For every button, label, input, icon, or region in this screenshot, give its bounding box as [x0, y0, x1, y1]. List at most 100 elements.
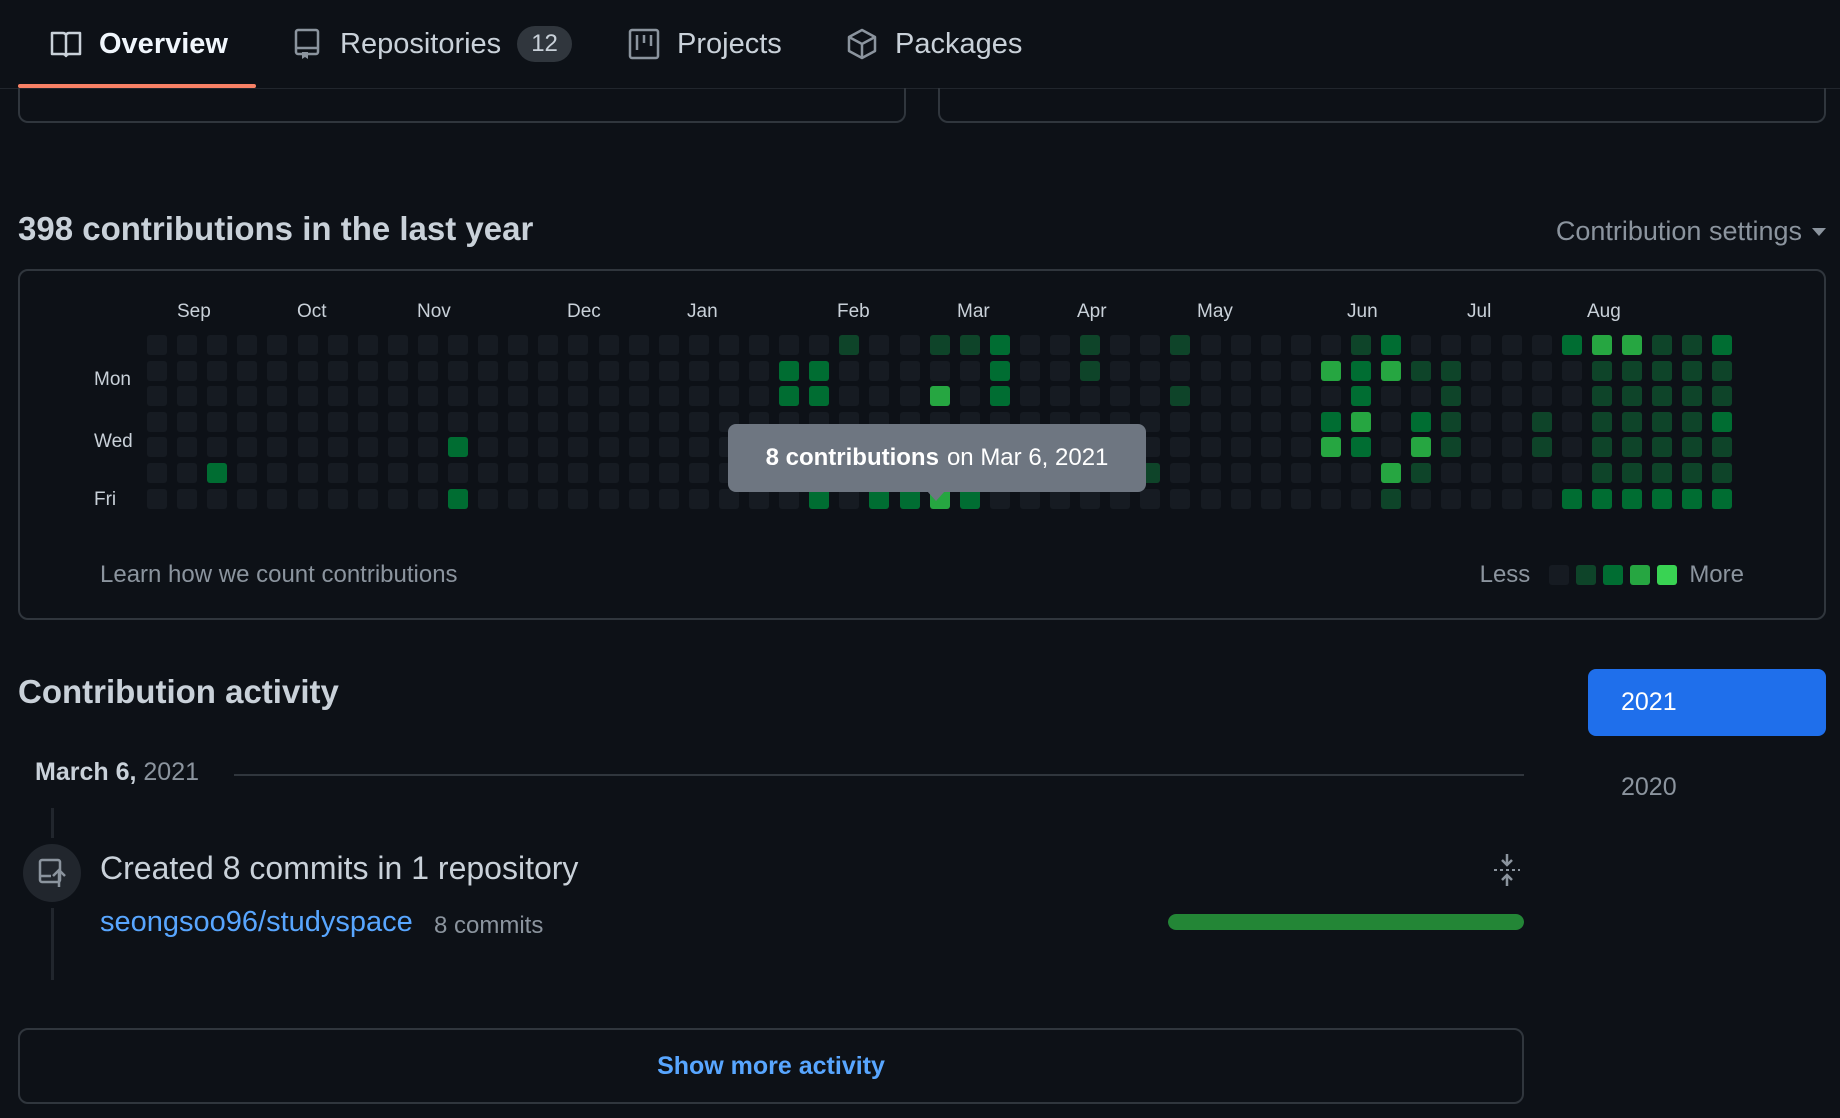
calendar-day-cell[interactable] — [869, 489, 889, 509]
calendar-day-cell[interactable] — [328, 489, 348, 509]
calendar-day-cell[interactable] — [418, 489, 438, 509]
calendar-day-cell[interactable] — [1201, 335, 1221, 355]
calendar-day-cell[interactable] — [1050, 335, 1070, 355]
calendar-day-cell[interactable] — [1532, 335, 1552, 355]
calendar-day-cell[interactable] — [960, 489, 980, 509]
calendar-day-cell[interactable] — [1020, 386, 1040, 406]
calendar-day-cell[interactable] — [1140, 489, 1160, 509]
calendar-day-cell[interactable] — [1532, 489, 1552, 509]
calendar-day-cell[interactable] — [237, 335, 257, 355]
calendar-day-cell[interactable] — [388, 386, 408, 406]
calendar-day-cell[interactable] — [207, 361, 227, 381]
calendar-day-cell[interactable] — [659, 335, 679, 355]
calendar-day-cell[interactable] — [1562, 335, 1582, 355]
calendar-day-cell[interactable] — [1170, 361, 1190, 381]
calendar-day-cell[interactable] — [990, 489, 1010, 509]
calendar-day-cell[interactable] — [328, 361, 348, 381]
calendar-day-cell[interactable] — [1622, 489, 1642, 509]
calendar-day-cell[interactable] — [538, 386, 558, 406]
calendar-day-cell[interactable] — [659, 412, 679, 432]
calendar-day-cell[interactable] — [1321, 335, 1341, 355]
calendar-day-cell[interactable] — [689, 437, 709, 457]
calendar-day-cell[interactable] — [1441, 437, 1461, 457]
calendar-day-cell[interactable] — [1622, 412, 1642, 432]
calendar-day-cell[interactable] — [960, 361, 980, 381]
calendar-day-cell[interactable] — [1592, 463, 1612, 483]
calendar-day-cell[interactable] — [1622, 437, 1642, 457]
calendar-day-cell[interactable] — [1712, 463, 1732, 483]
calendar-day-cell[interactable] — [267, 335, 287, 355]
calendar-day-cell[interactable] — [267, 437, 287, 457]
calendar-day-cell[interactable] — [418, 335, 438, 355]
calendar-day-cell[interactable] — [1261, 386, 1281, 406]
tab-overview[interactable]: Overview — [49, 0, 228, 88]
calendar-day-cell[interactable] — [689, 335, 709, 355]
calendar-day-cell[interactable] — [719, 489, 739, 509]
calendar-day-cell[interactable] — [1170, 463, 1190, 483]
calendar-day-cell[interactable] — [1020, 335, 1040, 355]
calendar-day-cell[interactable] — [869, 361, 889, 381]
calendar-day-cell[interactable] — [358, 463, 378, 483]
calendar-day-cell[interactable] — [328, 335, 348, 355]
calendar-day-cell[interactable] — [568, 412, 588, 432]
calendar-day-cell[interactable] — [177, 335, 197, 355]
calendar-day-cell[interactable] — [1201, 463, 1221, 483]
repo-link[interactable]: seongsoo96/studyspace — [100, 906, 413, 938]
tab-repositories[interactable]: Repositories 12 — [290, 0, 572, 88]
calendar-day-cell[interactable] — [1201, 361, 1221, 381]
calendar-day-cell[interactable] — [177, 489, 197, 509]
calendar-day-cell[interactable] — [1140, 412, 1160, 432]
calendar-day-cell[interactable] — [177, 463, 197, 483]
calendar-day-cell[interactable] — [1351, 437, 1371, 457]
calendar-day-cell[interactable] — [719, 361, 739, 381]
calendar-day-cell[interactable] — [1411, 437, 1431, 457]
calendar-day-cell[interactable] — [1170, 437, 1190, 457]
calendar-day-cell[interactable] — [900, 361, 920, 381]
calendar-day-cell[interactable] — [1170, 412, 1190, 432]
calendar-day-cell[interactable] — [508, 335, 528, 355]
calendar-day-cell[interactable] — [1592, 386, 1612, 406]
calendar-day-cell[interactable] — [298, 412, 318, 432]
calendar-day-cell[interactable] — [358, 361, 378, 381]
calendar-day-cell[interactable] — [779, 386, 799, 406]
calendar-day-cell[interactable] — [568, 463, 588, 483]
calendar-day-cell[interactable] — [1411, 463, 1431, 483]
calendar-day-cell[interactable] — [1532, 412, 1552, 432]
calendar-day-cell[interactable] — [779, 361, 799, 381]
calendar-day-cell[interactable] — [1080, 386, 1100, 406]
calendar-day-cell[interactable] — [1652, 412, 1672, 432]
calendar-day-cell[interactable] — [1261, 463, 1281, 483]
calendar-day-cell[interactable] — [538, 361, 558, 381]
calendar-day-cell[interactable] — [659, 386, 679, 406]
calendar-day-cell[interactable] — [689, 489, 709, 509]
calendar-day-cell[interactable] — [1682, 386, 1702, 406]
calendar-day-cell[interactable] — [1592, 437, 1612, 457]
calendar-day-cell[interactable] — [1381, 489, 1401, 509]
calendar-day-cell[interactable] — [839, 489, 859, 509]
calendar-day-cell[interactable] — [1471, 437, 1491, 457]
calendar-day-cell[interactable] — [147, 437, 167, 457]
calendar-day-cell[interactable] — [508, 412, 528, 432]
calendar-day-cell[interactable] — [1291, 489, 1311, 509]
calendar-day-cell[interactable] — [1562, 361, 1582, 381]
calendar-day-cell[interactable] — [478, 489, 498, 509]
calendar-day-cell[interactable] — [1562, 489, 1582, 509]
calendar-day-cell[interactable] — [237, 463, 257, 483]
calendar-day-cell[interactable] — [418, 386, 438, 406]
calendar-day-cell[interactable] — [1050, 361, 1070, 381]
calendar-day-cell[interactable] — [478, 361, 498, 381]
calendar-day-cell[interactable] — [1682, 412, 1702, 432]
calendar-day-cell[interactable] — [1622, 386, 1642, 406]
calendar-day-cell[interactable] — [689, 412, 709, 432]
calendar-day-cell[interactable] — [1471, 412, 1491, 432]
calendar-day-cell[interactable] — [267, 361, 287, 381]
calendar-day-cell[interactable] — [1050, 386, 1070, 406]
calendar-day-cell[interactable] — [267, 463, 287, 483]
calendar-day-cell[interactable] — [1411, 489, 1431, 509]
calendar-day-cell[interactable] — [358, 386, 378, 406]
calendar-day-cell[interactable] — [1201, 437, 1221, 457]
calendar-day-cell[interactable] — [839, 361, 859, 381]
calendar-day-cell[interactable] — [418, 463, 438, 483]
calendar-day-cell[interactable] — [1532, 463, 1552, 483]
calendar-day-cell[interactable] — [1441, 386, 1461, 406]
